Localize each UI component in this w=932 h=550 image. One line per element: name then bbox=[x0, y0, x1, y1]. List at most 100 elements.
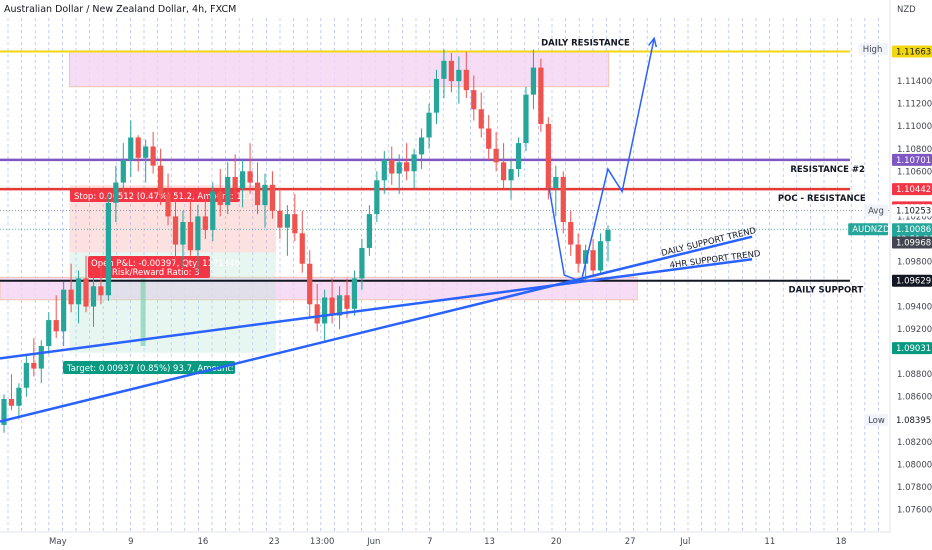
candle-body bbox=[389, 160, 395, 174]
candle bbox=[575, 233, 581, 273]
candle-body bbox=[538, 67, 544, 124]
x-tick-label: 7 bbox=[427, 537, 432, 547]
candle bbox=[448, 52, 455, 93]
candle-body bbox=[426, 112, 432, 138]
candle-body bbox=[180, 222, 186, 245]
candle bbox=[396, 154, 402, 194]
candle bbox=[508, 160, 514, 200]
candle-body bbox=[329, 297, 335, 316]
candle-body bbox=[478, 109, 484, 129]
y-tick-label: 1.11200 bbox=[897, 100, 932, 110]
candle bbox=[143, 139, 149, 183]
x-tick-label: 13:00 bbox=[310, 537, 335, 547]
candle-body bbox=[344, 295, 350, 309]
high-label-tag-box bbox=[858, 43, 888, 56]
time-axis-bg bbox=[0, 532, 932, 550]
daily-resistance-tag: 1.11663 bbox=[896, 47, 931, 57]
candle bbox=[68, 263, 74, 313]
candle-body bbox=[299, 233, 305, 264]
candle-body bbox=[210, 191, 216, 230]
candle-body bbox=[322, 297, 328, 324]
candle bbox=[314, 284, 320, 332]
candle bbox=[98, 261, 104, 305]
candle bbox=[344, 278, 350, 318]
candle-body bbox=[165, 193, 171, 217]
candle bbox=[75, 270, 82, 324]
candle bbox=[299, 210, 305, 273]
daily-support-tag: 1.09629 bbox=[896, 277, 931, 287]
candle bbox=[411, 148, 417, 189]
x-tick-label: 9 bbox=[128, 537, 133, 547]
poc-tag-1-box bbox=[892, 183, 932, 196]
candle bbox=[568, 210, 574, 256]
4hr-support-trendline bbox=[0, 257, 753, 360]
y-tick-label: 1.09400 bbox=[897, 303, 932, 313]
candle bbox=[16, 383, 22, 420]
candle bbox=[553, 165, 559, 217]
candle-body bbox=[433, 78, 440, 113]
candle bbox=[381, 151, 387, 194]
candle-body bbox=[23, 362, 29, 388]
y-tick-label: 1.10200 bbox=[897, 212, 932, 222]
candle-body bbox=[98, 286, 104, 296]
candle-body bbox=[135, 137, 141, 158]
candle bbox=[500, 143, 507, 189]
poc-tag-1: 1.10442 bbox=[896, 185, 931, 195]
candle bbox=[135, 135, 141, 172]
candle bbox=[210, 182, 216, 242]
current-price-tag: 1.10086 bbox=[896, 225, 931, 235]
candle-body bbox=[359, 247, 365, 279]
candle bbox=[225, 162, 231, 215]
x-tick-label: Jul bbox=[679, 537, 690, 547]
x-tick-label: 23 bbox=[269, 537, 280, 547]
candle bbox=[292, 193, 298, 242]
candle bbox=[105, 193, 112, 301]
low-value-tag-box bbox=[892, 413, 932, 426]
pnl-bar bbox=[140, 278, 146, 347]
candle bbox=[31, 338, 37, 377]
current-price-tag-box bbox=[892, 223, 932, 236]
candle-body bbox=[486, 128, 492, 149]
vertical-grid bbox=[7, 18, 879, 532]
candle bbox=[389, 146, 395, 185]
y-tick-label: 1.11000 bbox=[897, 122, 932, 132]
candle-body bbox=[374, 180, 380, 215]
resistance-2-tag: 1.10701 bbox=[896, 156, 931, 166]
y-tick-label: 1.09200 bbox=[897, 325, 932, 335]
time-axis: May 9 16 23 13:00 Jun 7 13 20 27 Jul 11 18 bbox=[0, 531, 932, 550]
candle bbox=[165, 173, 171, 226]
x-tick-label: May bbox=[49, 537, 67, 547]
candle-body bbox=[284, 214, 290, 228]
candle-body bbox=[456, 69, 462, 82]
candle-body bbox=[31, 362, 37, 369]
candle bbox=[202, 193, 208, 239]
candle-body bbox=[508, 169, 514, 181]
candle bbox=[307, 250, 313, 318]
candle-body bbox=[493, 148, 499, 163]
price-1-tag-box bbox=[892, 236, 932, 249]
candle-body bbox=[530, 67, 537, 95]
candle bbox=[1, 394, 7, 433]
candle-body bbox=[157, 165, 164, 194]
candle bbox=[195, 205, 201, 273]
candle bbox=[336, 286, 343, 330]
target-price-tag: 1.09031 bbox=[896, 344, 931, 354]
candle bbox=[269, 171, 276, 219]
candle bbox=[523, 86, 529, 152]
candle-body bbox=[404, 162, 410, 172]
candle-body bbox=[575, 244, 581, 264]
candle-body bbox=[128, 137, 134, 161]
pnl-label-box bbox=[88, 256, 210, 278]
candle bbox=[150, 131, 156, 174]
candle bbox=[247, 143, 253, 194]
symbol-tag: AUDNZD bbox=[852, 225, 890, 235]
candle bbox=[232, 154, 238, 200]
candle bbox=[590, 238, 596, 278]
stop-label: Stop: 0.00512 (0.47%) 51.2, Amount: 1177… bbox=[74, 192, 288, 202]
candle-body bbox=[240, 171, 246, 189]
candle-body bbox=[471, 90, 477, 110]
candle bbox=[23, 353, 29, 397]
candle bbox=[493, 131, 499, 172]
candle bbox=[441, 49, 447, 99]
